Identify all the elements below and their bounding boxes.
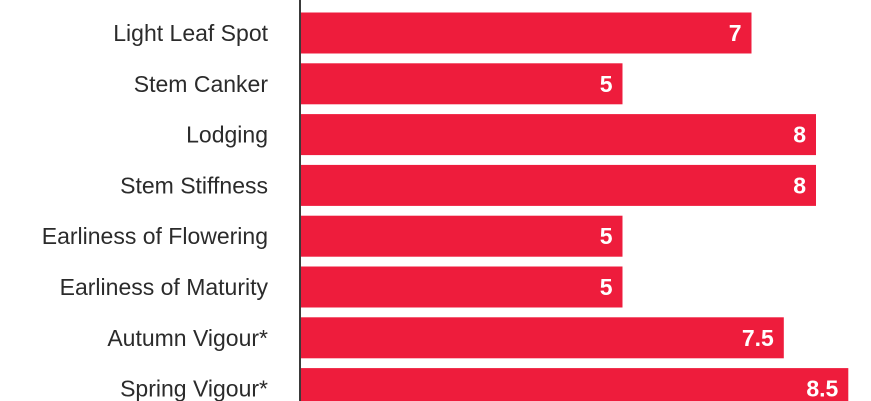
value-label: 7 (729, 20, 742, 46)
bar-autumn-vigour (300, 317, 784, 359)
category-label: Stem Canker (134, 71, 269, 97)
value-label: 5 (600, 71, 613, 97)
bar-stem-stiffness (300, 164, 816, 206)
bar-earliness-of-maturity (300, 266, 623, 308)
value-label: 7.5 (742, 325, 774, 351)
value-label: 5 (600, 274, 613, 300)
bar-earliness-of-flowering (300, 215, 623, 257)
value-label: 8.5 (806, 376, 838, 401)
bar-stem-canker (300, 63, 623, 105)
bar-lodging (300, 114, 816, 156)
category-label: Light Leaf Spot (113, 20, 268, 46)
category-label: Lodging (186, 122, 268, 148)
category-label: Stem Stiffness (120, 172, 268, 198)
value-label: 5 (600, 223, 613, 249)
value-label: 8 (793, 172, 806, 198)
value-label: 8 (793, 122, 806, 148)
bar-light-leaf-spot (300, 12, 752, 54)
category-label: Autumn Vigour* (107, 325, 268, 351)
category-label: Spring Vigour* (120, 376, 268, 401)
bar-spring-vigour (300, 368, 849, 401)
category-label: Earliness of Flowering (42, 223, 268, 249)
category-label: Earliness of Maturity (60, 274, 269, 300)
